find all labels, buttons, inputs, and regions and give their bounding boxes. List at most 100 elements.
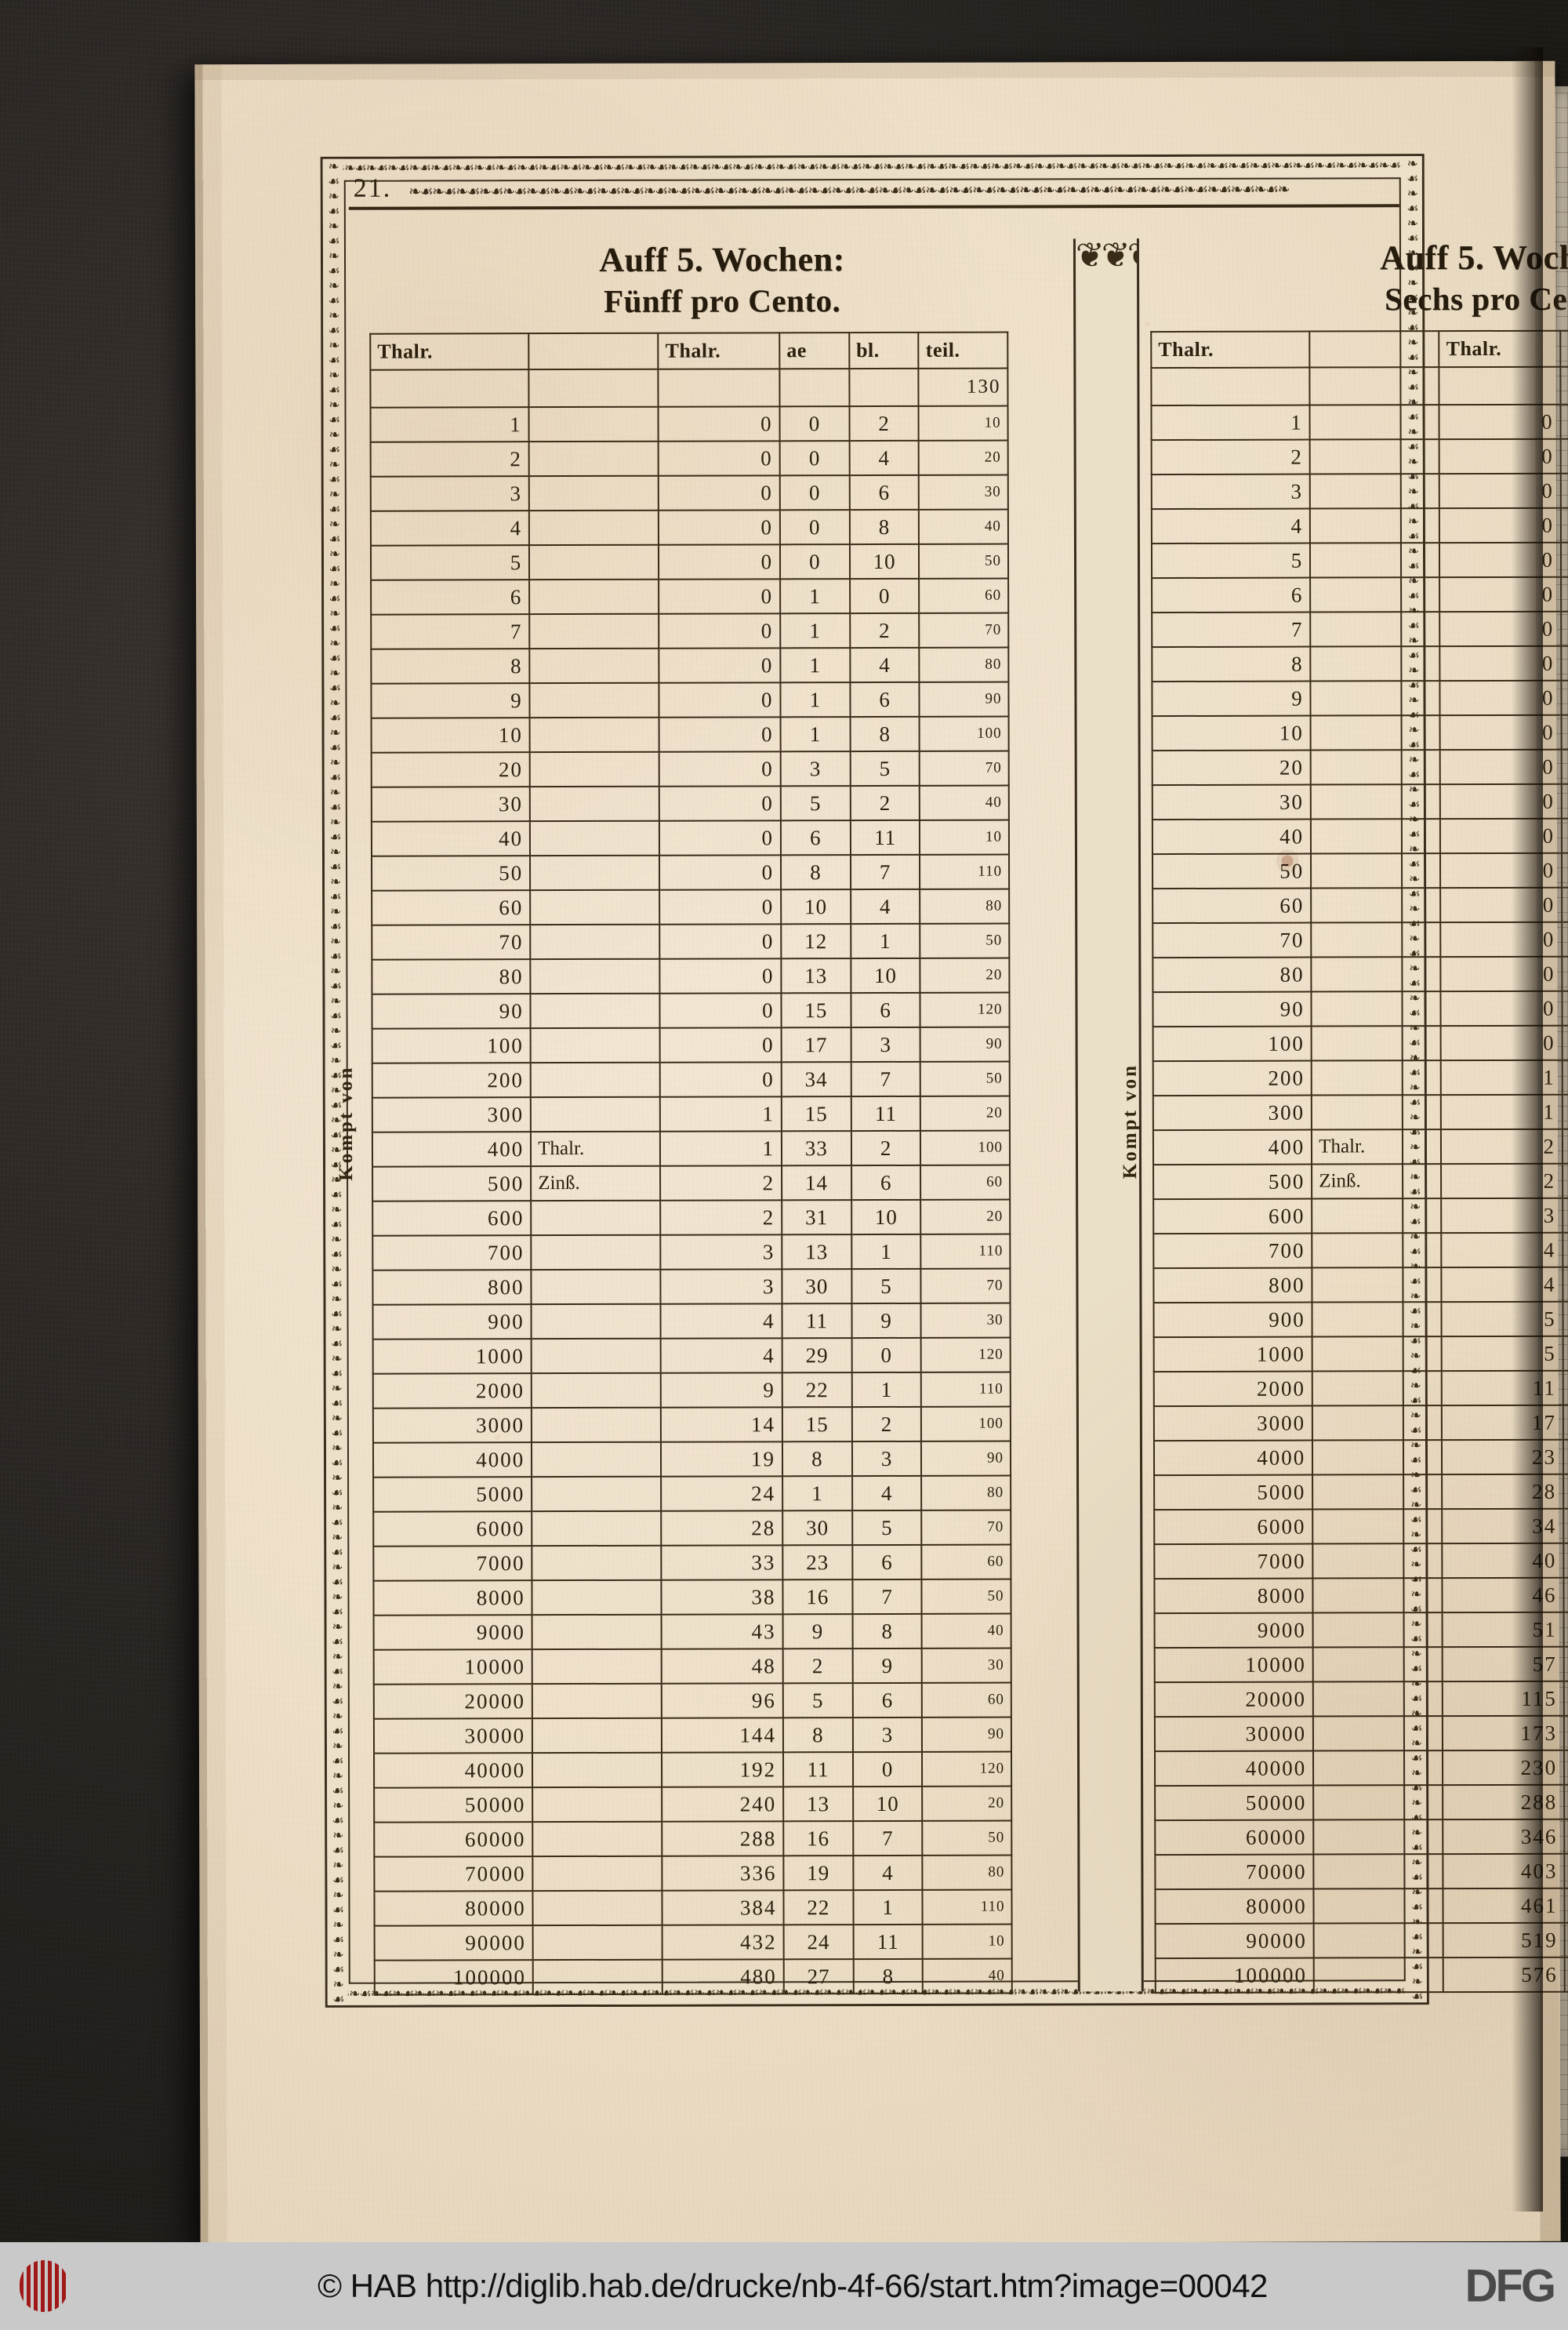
cell-note	[528, 475, 659, 511]
table-row: 70000403305175	[1155, 1853, 1568, 1890]
cell-bl: 6	[852, 1544, 922, 1580]
cell-principal: 3000	[372, 1408, 532, 1443]
cell-teil: 60	[919, 578, 1009, 613]
cell-ae: 2	[1563, 1715, 1568, 1750]
cell-ae: 13	[1563, 1681, 1568, 1716]
cell-note	[532, 1407, 662, 1443]
table-row: 80004656150	[1154, 1577, 1568, 1614]
cell-ae: 22	[1563, 1267, 1568, 1302]
cell-ae: 11	[1562, 1129, 1568, 1164]
cell-thalr: 46	[1442, 1577, 1564, 1613]
table-row: 900561125	[1153, 1301, 1568, 1338]
cell-principal: 7000	[1154, 1543, 1313, 1579]
cell-teil: 40	[923, 1958, 1012, 1994]
cell-ae: 31	[782, 1200, 852, 1235]
cell-ae: 27	[783, 1959, 854, 1994]
cell-ae: 0	[779, 475, 850, 511]
cell-teil: 100	[919, 716, 1009, 751]
cell-note	[530, 1027, 660, 1063]
table-row: 100020975	[1152, 1025, 1568, 1062]
side-label-kompt-von-left: Kompt von	[335, 1065, 358, 1181]
cell-ae: 5	[1564, 1819, 1568, 1854]
table-row: 30000 144 8 3 90	[373, 1717, 1011, 1754]
cell-teil: 110	[920, 854, 1010, 889]
cell-thalr: 4	[660, 1338, 782, 1373]
cell-thalr: 48	[661, 1648, 783, 1684]
cell-principal: 5000	[373, 1477, 532, 1512]
cell-teil: 110	[920, 1234, 1011, 1269]
cell-teil: 10	[923, 1924, 1012, 1959]
cell-bl: 6	[851, 992, 921, 1028]
table-row: 700146150	[1152, 921, 1568, 958]
cell-principal: 2	[1151, 439, 1310, 475]
cell-thalr: 3	[1441, 1198, 1563, 1234]
cell-thalr: 288	[662, 1821, 784, 1856]
table-row: 20041275	[1152, 749, 1568, 786]
cell-bl: 3	[852, 1717, 923, 1753]
cell-note	[1310, 612, 1440, 647]
cell-bl: 10	[849, 543, 920, 580]
cell-ae: 8	[1564, 1922, 1568, 1957]
table-row: 7000 33 23 6 60	[373, 1544, 1011, 1581]
table-row: 3000 14 15 2 100	[372, 1406, 1011, 1443]
cell-principal: 60000	[374, 1822, 533, 1857]
cell-note	[529, 544, 659, 580]
cell-ae: 0	[1560, 438, 1568, 474]
cell-ae: 3	[780, 751, 851, 787]
cell-teil: 40	[920, 785, 1009, 820]
cell-note	[1311, 1026, 1441, 1061]
cell-note	[1312, 1302, 1442, 1337]
cell-ae: 9	[782, 1614, 853, 1649]
cell-principal: 40000	[1154, 1750, 1314, 1787]
cell-principal: 200	[1152, 1060, 1312, 1096]
cell-ae: 5	[1563, 1577, 1568, 1612]
cell-note	[530, 820, 660, 856]
cell-note	[1312, 1647, 1443, 1682]
table-row: 200011194200	[1153, 1370, 1568, 1407]
cell-bl: 8	[853, 1958, 924, 1994]
cell-thalr: 0	[659, 613, 781, 649]
hab-logo-icon	[0, 2242, 88, 2330]
cell-ae: 33	[781, 1131, 851, 1166]
cell-teil: 70	[921, 1510, 1011, 1545]
cell-teil: 10	[920, 820, 1010, 855]
cell-ae: 12	[1562, 887, 1568, 922]
table-row: 4000 19 8 3 90	[372, 1441, 1011, 1478]
table-row: 5000 24 1 4 80	[373, 1475, 1011, 1512]
cell-principal: 400	[1152, 1129, 1312, 1165]
cell-principal: 100000	[1155, 1957, 1315, 1994]
cell-thalr: 0	[1439, 576, 1562, 612]
cell-thalr: 0	[659, 648, 781, 683]
table-row: 300017110300	[1153, 1405, 1568, 1441]
cell-note	[1311, 1060, 1442, 1096]
cell-thalr: 1	[1441, 1094, 1563, 1130]
cell-thalr: 0	[659, 958, 782, 994]
cell-ae: 20	[1562, 1025, 1568, 1060]
cell-thalr: 0	[659, 1062, 782, 1097]
cell-principal: 3	[1151, 474, 1311, 510]
cell-ae: 8	[1561, 818, 1568, 853]
table-row: 10020300	[1152, 714, 1568, 751]
cell-note	[531, 1269, 661, 1305]
cell-principal: 1	[1151, 405, 1310, 441]
cell-bl: 2	[850, 785, 920, 821]
cell-thalr: 1	[660, 1096, 782, 1132]
cell-note	[532, 1648, 662, 1685]
cell-thalr: 519	[1443, 1922, 1565, 1958]
header-note	[528, 333, 659, 370]
cell-note	[531, 1372, 662, 1409]
table-row: 900188100	[1152, 991, 1568, 1027]
cell-bl: 11	[850, 820, 920, 856]
cell-principal: 700	[1153, 1233, 1312, 1269]
cell-teil: 120	[922, 1751, 1012, 1787]
cell-ae: 1	[780, 579, 850, 614]
table-row: 6000 28 30 5 70	[373, 1510, 1011, 1547]
table-row: 600034221275	[1154, 1508, 1568, 1545]
cell-principal: 50000	[1155, 1785, 1314, 1821]
cell-thalr: 346	[1443, 1819, 1565, 1855]
cell-note	[532, 1890, 662, 1926]
cell-thalr: 144	[662, 1718, 784, 1753]
cell-bl: 1	[851, 1372, 922, 1408]
cell-ae	[779, 369, 850, 407]
